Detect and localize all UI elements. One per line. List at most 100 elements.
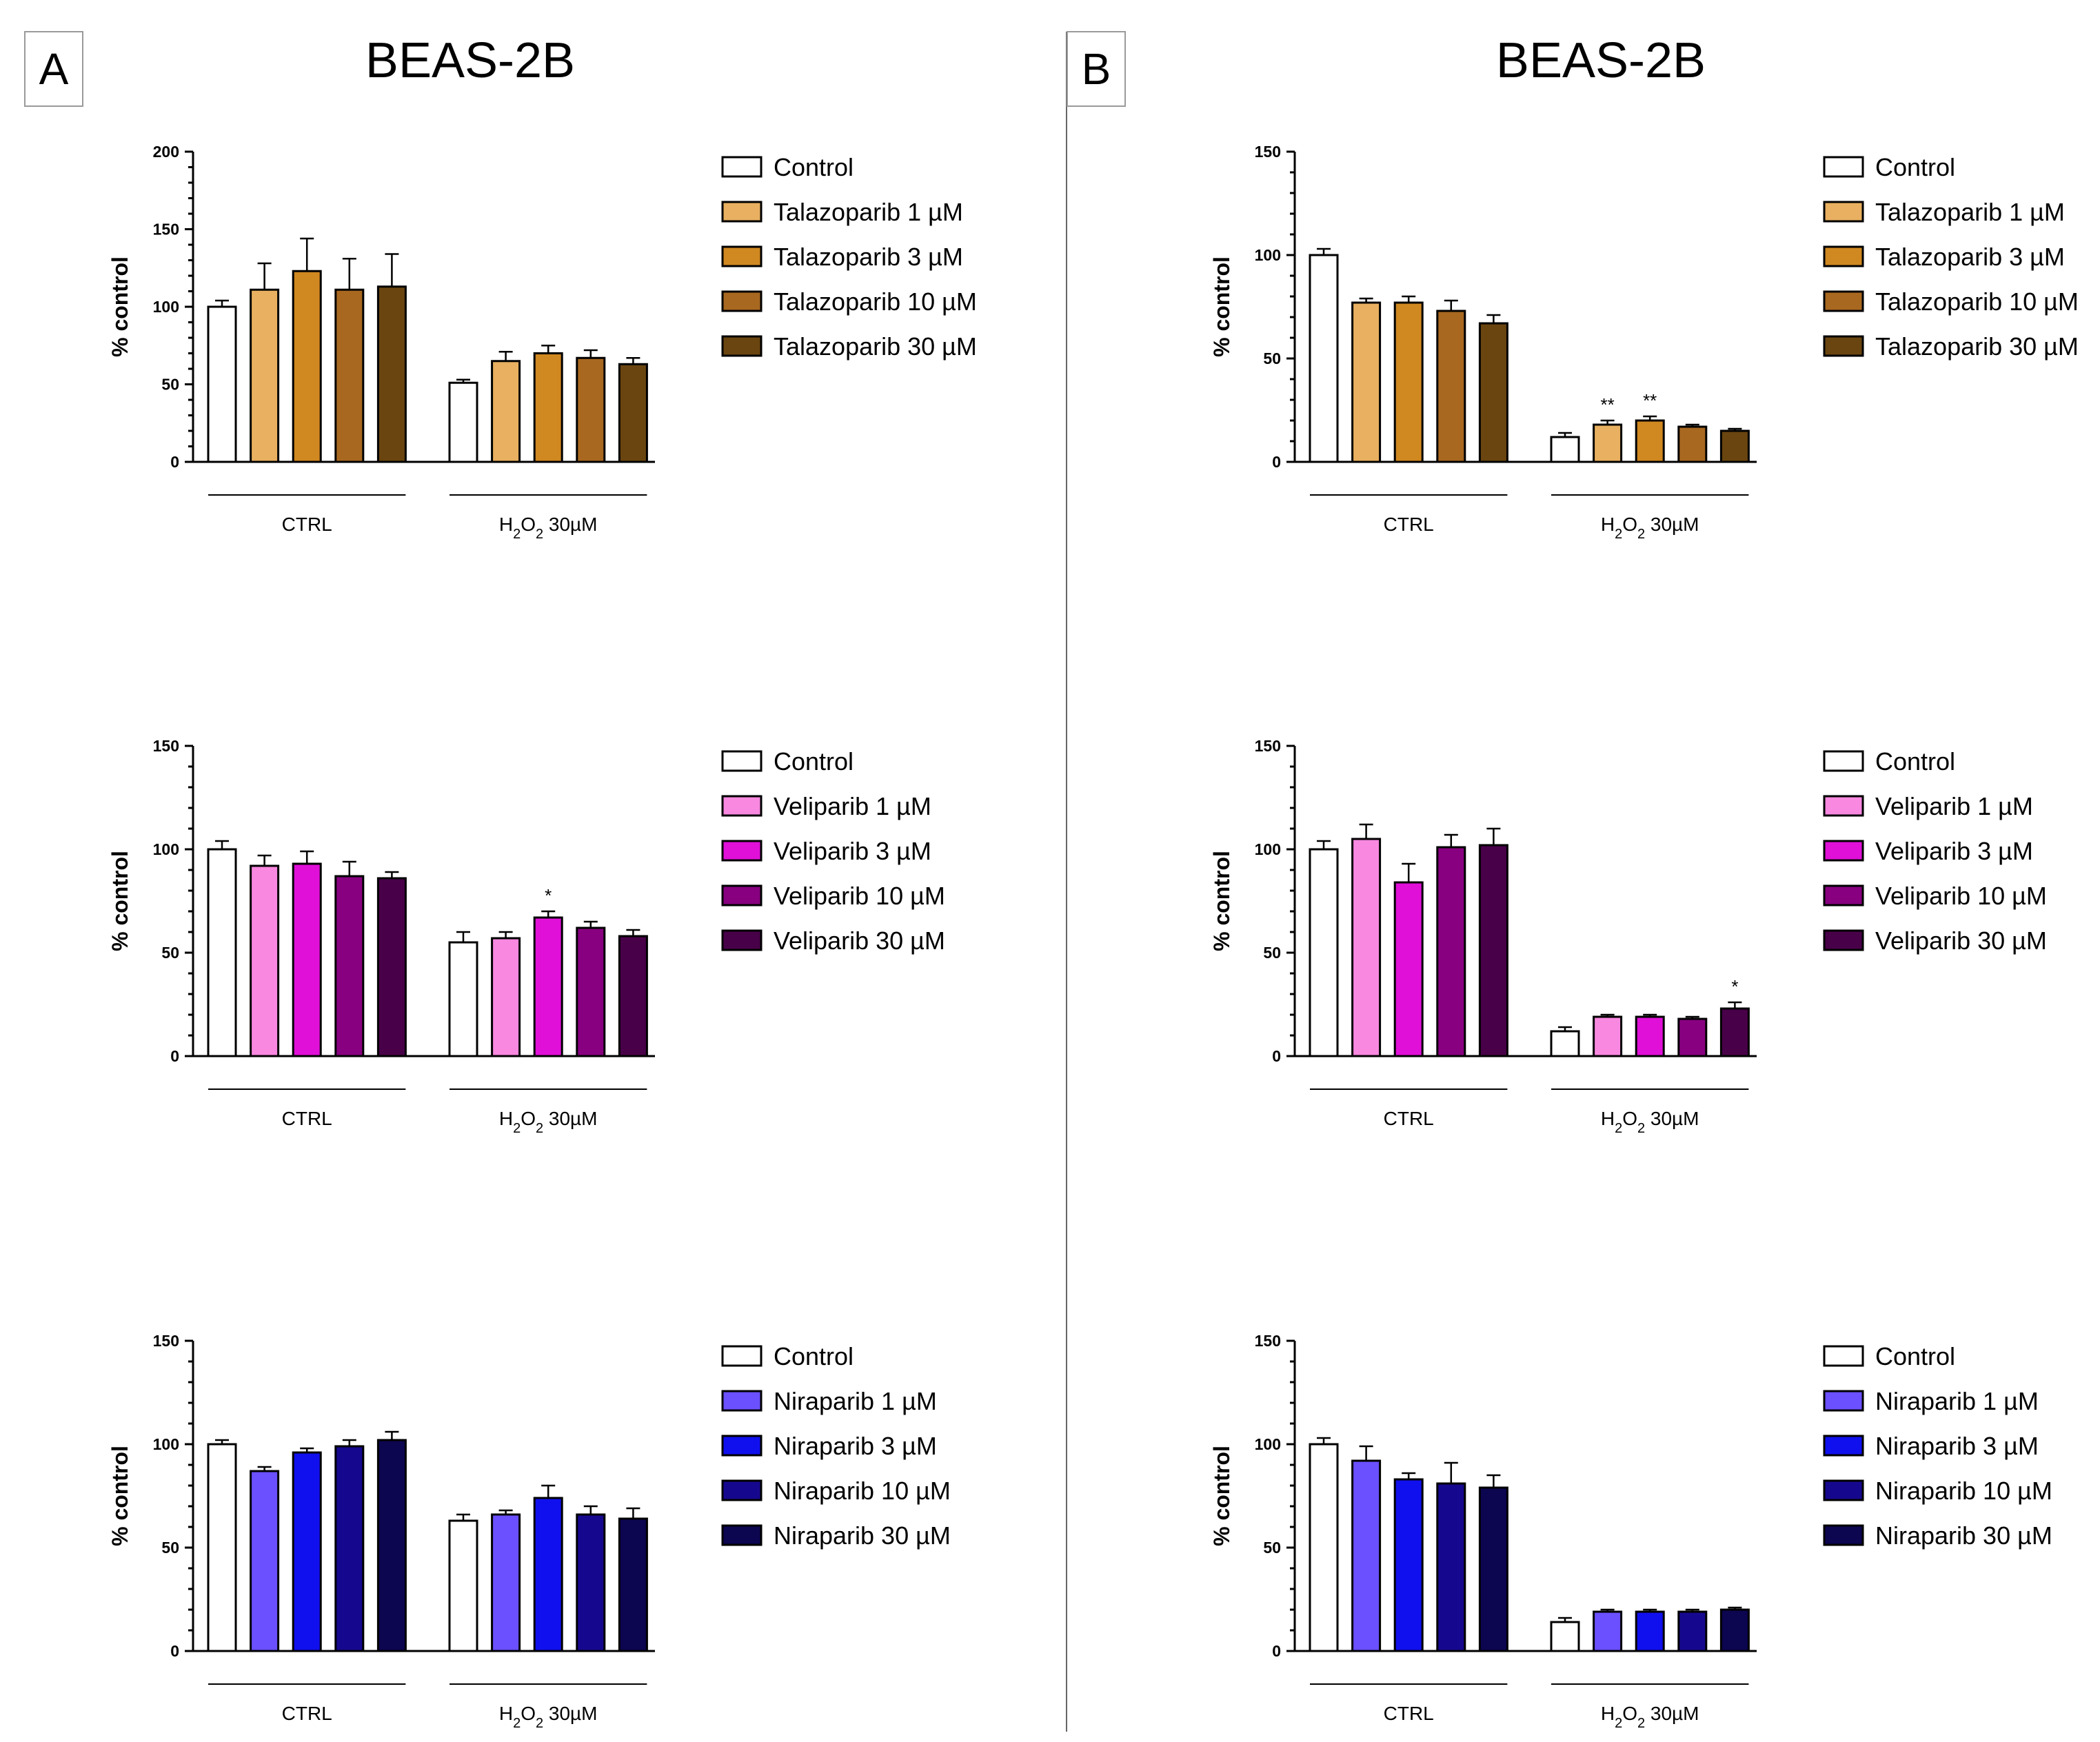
bar-h2o2-series-0 bbox=[1550, 1621, 1580, 1652]
legend-swatch bbox=[1823, 1479, 1864, 1501]
legend-label: Veliparib 30 µM bbox=[1875, 926, 2047, 955]
chart-b-talazoparib: 0 50 100 150 % control CTRL H2O2 30µM ** ** Contr… bbox=[1209, 143, 2079, 542]
bar-ctrl-series-1 bbox=[1351, 838, 1382, 1057]
bar-ctrl-series-1 bbox=[250, 288, 280, 463]
legend-swatch bbox=[1823, 290, 1864, 312]
bar-h2o2-series-4 bbox=[1719, 1007, 1750, 1057]
legend-label: Talazoparib 10 µM bbox=[1875, 287, 2079, 316]
y-tick-label: 200 bbox=[153, 143, 179, 161]
bar-h2o2-series-0 bbox=[448, 381, 478, 463]
bar-ctrl-series-1 bbox=[1351, 1459, 1382, 1652]
panel-b-label-box bbox=[1067, 31, 1126, 107]
legend-label: Veliparib 10 µM bbox=[774, 882, 945, 910]
bar-ctrl-series-0 bbox=[207, 848, 237, 1057]
bar-h2o2-series-2 bbox=[533, 916, 563, 1057]
chart-b-niraparib: 0 50 100 150 % control CTRL H2O2 30µM Control Ni… bbox=[1209, 1332, 2052, 1731]
bar-h2o2-series-4 bbox=[618, 935, 648, 1057]
bar-h2o2-series-0 bbox=[448, 1519, 478, 1652]
y-axis-label: % control bbox=[1209, 1446, 1234, 1546]
bar-ctrl-series-1 bbox=[250, 1470, 280, 1652]
bar-h2o2-series-2 bbox=[1635, 1015, 1665, 1057]
bar-h2o2-series-2 bbox=[1635, 419, 1665, 463]
y-tick-label: 50 bbox=[161, 1539, 179, 1557]
bar-h2o2-series-1 bbox=[1593, 423, 1623, 463]
legend-swatch bbox=[721, 1345, 763, 1367]
bar-h2o2-series-1 bbox=[1593, 1610, 1623, 1652]
legend-label: Niraparib 30 µM bbox=[774, 1521, 951, 1550]
group-label-h2o2: H2O2 30µM bbox=[1601, 1108, 1699, 1136]
y-tick-label: 100 bbox=[1255, 246, 1281, 264]
legend-label: Talazoparib 1 µM bbox=[1875, 198, 2065, 226]
bar-h2o2-series-1 bbox=[491, 937, 521, 1057]
bar-ctrl-series-1 bbox=[1351, 301, 1382, 463]
chart-b-veliparib: 0 50 100 150 % control CTRL H2O2 30µM * Control V… bbox=[1209, 737, 2047, 1136]
bar-h2o2-series-3 bbox=[1677, 425, 1708, 463]
legend-label: Talazoparib 3 µM bbox=[1875, 243, 2065, 271]
legend-swatch bbox=[1823, 156, 1864, 178]
legend-swatch bbox=[1823, 1390, 1864, 1412]
bar-ctrl-series-2 bbox=[1393, 1478, 1424, 1652]
bar-ctrl-series-4 bbox=[376, 1439, 407, 1652]
bar-ctrl-series-2 bbox=[292, 1451, 322, 1652]
y-tick-label: 0 bbox=[170, 1047, 179, 1065]
bar-h2o2-series-4 bbox=[1719, 1608, 1750, 1652]
legend-swatch bbox=[1823, 1345, 1864, 1367]
y-axis-label: % control bbox=[1209, 851, 1234, 951]
bar-h2o2-series-1 bbox=[491, 360, 521, 463]
bar-h2o2-series-2 bbox=[533, 1497, 563, 1652]
chart-a-veliparib: 0 50 100 150 % control CTRL H2O2 30µM * Control V… bbox=[108, 737, 945, 1136]
y-tick-label: 150 bbox=[153, 1332, 179, 1350]
legend-swatch bbox=[1823, 929, 1864, 951]
legend-swatch bbox=[721, 840, 763, 862]
legend-label: Niraparib 1 µM bbox=[774, 1387, 937, 1415]
bar-ctrl-series-2 bbox=[292, 862, 322, 1057]
legend-swatch bbox=[721, 335, 763, 357]
bar-h2o2-series-0 bbox=[1550, 1030, 1580, 1057]
legend-swatch bbox=[1823, 201, 1864, 223]
y-axis-label: % control bbox=[1209, 256, 1234, 357]
significance-marker: * bbox=[1731, 976, 1738, 997]
panel-a-label-box bbox=[24, 31, 83, 107]
bar-ctrl-series-4 bbox=[1478, 322, 1508, 463]
y-tick-label: 100 bbox=[153, 1435, 179, 1453]
y-tick-label: 0 bbox=[1272, 1047, 1281, 1065]
y-tick-label: 50 bbox=[1263, 944, 1281, 962]
bar-h2o2-series-3 bbox=[1677, 1610, 1708, 1652]
legend-label: Talazoparib 3 µM bbox=[774, 243, 963, 271]
panel-a-letter: A bbox=[39, 44, 69, 94]
group-label-ctrl: CTRL bbox=[1384, 1703, 1434, 1724]
y-tick-label: 150 bbox=[1255, 143, 1281, 161]
legend-label: Veliparib 1 µM bbox=[774, 792, 931, 820]
legend-label: Veliparib 10 µM bbox=[1875, 882, 2047, 910]
legend-label: Niraparib 10 µM bbox=[1875, 1477, 2052, 1505]
bar-h2o2-series-1 bbox=[491, 1513, 521, 1652]
legend-label: Control bbox=[1875, 153, 1955, 181]
bar-h2o2-series-0 bbox=[1550, 436, 1580, 463]
bar-ctrl-series-3 bbox=[1436, 846, 1466, 1057]
y-tick-label: 100 bbox=[153, 840, 179, 858]
bar-ctrl-series-2 bbox=[1393, 301, 1424, 463]
legend-label: Control bbox=[774, 1342, 854, 1370]
legend-swatch bbox=[1823, 1435, 1864, 1457]
bar-h2o2-series-3 bbox=[576, 1513, 606, 1652]
legend-swatch bbox=[721, 795, 763, 817]
legend-swatch bbox=[721, 1435, 763, 1457]
group-label-ctrl: CTRL bbox=[282, 1703, 332, 1724]
chart-a-niraparib: 0 50 100 150 % control CTRL H2O2 30µM Control Ni… bbox=[108, 1332, 951, 1731]
y-tick-label: 100 bbox=[1255, 840, 1281, 858]
bar-h2o2-series-4 bbox=[618, 1517, 648, 1652]
legend-swatch bbox=[1823, 1524, 1864, 1546]
bar-ctrl-series-2 bbox=[292, 270, 322, 463]
y-tick-label: 100 bbox=[153, 298, 179, 316]
y-tick-label: 0 bbox=[170, 1642, 179, 1660]
legend-swatch bbox=[721, 156, 763, 178]
y-axis-label: % control bbox=[108, 1446, 132, 1546]
legend-label: Niraparib 3 µM bbox=[774, 1432, 937, 1460]
legend-label: Niraparib 1 µM bbox=[1875, 1387, 2039, 1415]
y-tick-label: 50 bbox=[161, 376, 179, 394]
group-label-h2o2: H2O2 30µM bbox=[1601, 1703, 1699, 1731]
group-label-ctrl: CTRL bbox=[282, 1108, 332, 1129]
y-tick-label: 50 bbox=[161, 944, 179, 962]
bar-h2o2-series-4 bbox=[1719, 429, 1750, 463]
bar-ctrl-series-0 bbox=[207, 1443, 237, 1652]
